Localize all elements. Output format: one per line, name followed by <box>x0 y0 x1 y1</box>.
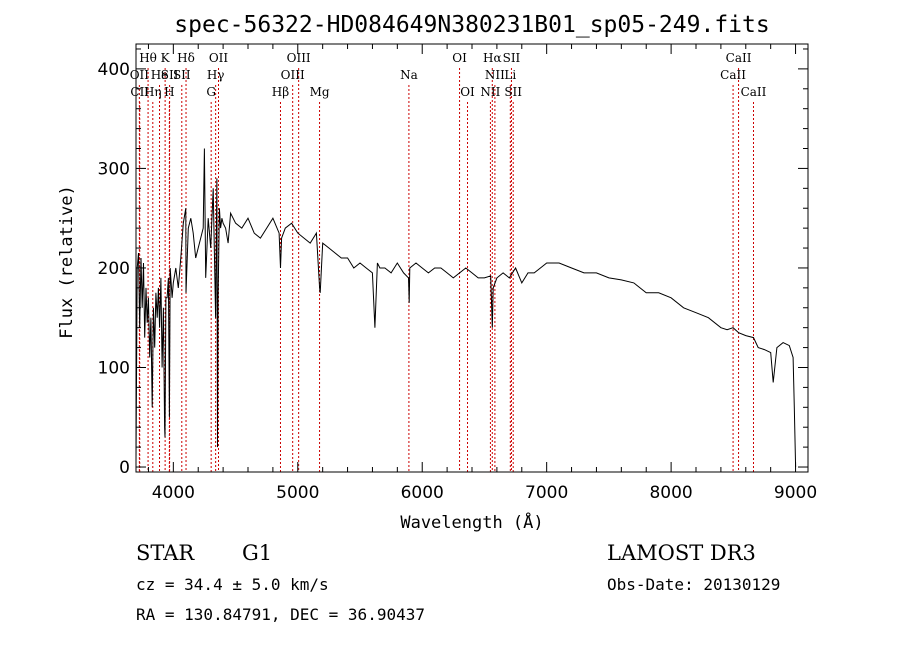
line-marker-label: Li <box>504 68 516 82</box>
line-marker-label: OI <box>460 85 475 99</box>
line-marker-label: NII <box>480 85 500 99</box>
coords-text: RA = 130.84791, DEC = 36.90437 <box>136 605 425 624</box>
x-tick-label: 5000 <box>276 483 319 503</box>
line-marker-label: SII <box>503 51 521 65</box>
line-marker-label: SII <box>173 68 191 82</box>
line-marker-label: NII <box>485 68 505 82</box>
line-marker-label: H <box>164 85 174 99</box>
line-marker-label: Na <box>400 68 418 82</box>
line-marker-label: Hδ <box>177 51 195 65</box>
line-marker-label: OIII <box>287 51 311 65</box>
class-label: STAR <box>136 541 195 565</box>
line-marker-label: SII <box>161 68 179 82</box>
line-marker-label: SII <box>504 85 522 99</box>
x-tick-label: 6000 <box>401 483 444 503</box>
line-marker-label: OII <box>209 51 229 65</box>
line-marker-label: Mg <box>310 85 330 99</box>
x-tick-label: 7000 <box>525 483 568 503</box>
y-tick-label: 200 <box>98 259 130 279</box>
velocity-text: cz = 34.4 ± 5.0 km/s <box>136 575 329 594</box>
line-marker-label: Hβ <box>272 85 289 99</box>
y-axis-ticks: 0 100 200 300 400 <box>98 48 808 478</box>
line-marker-label: G <box>206 85 216 99</box>
plot-frame <box>135 43 809 473</box>
obs-date-text: Obs-Date: 20130129 <box>607 575 780 594</box>
line-marker-label: CII <box>130 85 149 99</box>
x-tick-label: 9000 <box>774 483 817 503</box>
x-axis-label: Wavelength (Å) <box>400 511 543 533</box>
subclass-label: G1 <box>242 541 272 565</box>
line-marker-label: Hη <box>144 85 162 99</box>
line-marker-label: Hα <box>483 51 502 65</box>
line-marker-label: OI <box>452 51 467 65</box>
y-tick-label: 100 <box>98 358 130 378</box>
line-marker-group <box>138 68 754 472</box>
x-tick-label: 8000 <box>649 483 692 503</box>
y-tick-label: 400 <box>98 60 130 80</box>
line-marker-label: CaII <box>720 68 746 82</box>
x-tick-label: 4000 <box>152 483 195 503</box>
y-axis-label: Flux (relative) <box>57 185 77 339</box>
survey-label: LAMOST DR3 <box>607 541 756 565</box>
spectrum-line <box>135 148 797 468</box>
line-marker-label: Hγ <box>207 68 225 82</box>
line-marker-label: Hθ <box>139 51 157 65</box>
line-marker-label: K <box>161 51 171 65</box>
y-tick-label: 300 <box>98 159 130 179</box>
y-tick-label: 0 <box>119 458 130 478</box>
line-marker-label: CaII <box>726 51 752 65</box>
line-marker-label: He <box>151 68 169 82</box>
x-axis-ticks: 4000 5000 6000 7000 8000 9000 <box>147 44 817 503</box>
line-marker-label: CaII <box>741 85 767 99</box>
line-marker-label: OIII <box>281 68 305 82</box>
line-marker-label: OII <box>130 68 150 82</box>
chart-title: spec-56322-HD084649N380231B01_sp05-249.f… <box>174 12 769 38</box>
